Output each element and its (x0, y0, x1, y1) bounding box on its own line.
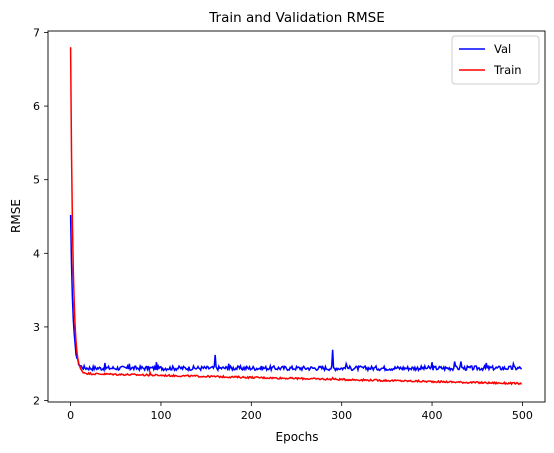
y-tick-label: 5 (33, 174, 40, 187)
x-tick-label: 400 (422, 409, 443, 422)
series-line-train (69, 47, 523, 386)
x-axis-label: Epochs (276, 430, 319, 444)
y-tick-label: 7 (33, 26, 40, 39)
y-axis-ticks: 2 3 4 5 6 7 (33, 26, 48, 408)
x-axis-ticks: 0 100 200 300 400 500 (67, 402, 533, 422)
x-tick-label: 200 (241, 409, 262, 422)
y-tick-label: 4 (33, 247, 40, 260)
y-tick-label: 3 (33, 321, 40, 334)
axes-frame (47, 30, 546, 403)
chart-title: Train and Validation RMSE (208, 10, 384, 26)
x-tick-label: 100 (150, 409, 171, 422)
x-tick-label: 0 (67, 409, 74, 422)
plot-area (69, 47, 523, 386)
legend: Val Train (451, 35, 540, 85)
legend-box (451, 35, 540, 85)
series-line-val (69, 215, 523, 373)
y-tick-label: 6 (33, 100, 40, 113)
legend-label-train: Train (493, 63, 522, 77)
x-tick-label: 500 (512, 409, 533, 422)
legend-label-val: Val (494, 42, 511, 56)
y-tick-label: 2 (33, 395, 40, 408)
x-tick-label: 300 (331, 409, 352, 422)
y-axis-label: RMSE (9, 199, 23, 233)
